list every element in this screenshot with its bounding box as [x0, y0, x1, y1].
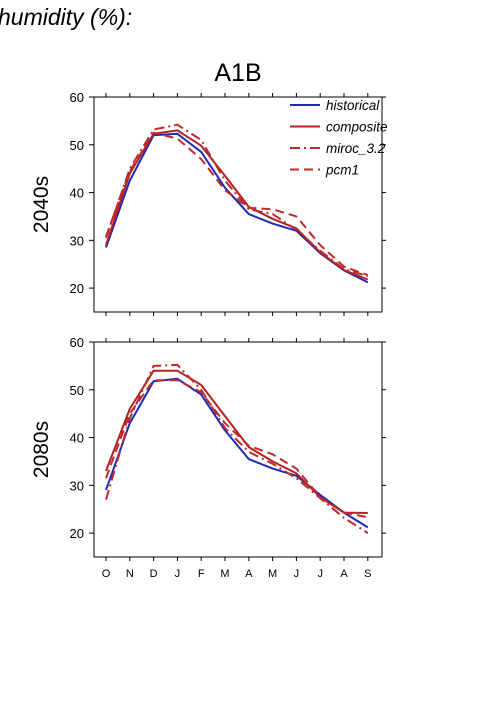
x-tick-label: D — [150, 568, 158, 580]
series-line-composite — [105, 369, 368, 514]
y-tick-label: 60 — [70, 90, 84, 105]
legend-label: composite — [326, 120, 388, 135]
x-tick-label: M — [220, 568, 229, 580]
series-line-pcm1 — [105, 379, 368, 519]
panel-2080s: 20 30 40 50 60 O N D J F M A M J J A S 2080s — [30, 335, 386, 580]
x-tick-label: F — [198, 568, 205, 580]
y-tick-label: 30 — [70, 233, 84, 248]
y-tick-label: 60 — [70, 335, 84, 350]
panel-2040s: 20 30 40 50 60 2040s historical composite miroc_… — [30, 90, 388, 316]
y-tick-label: 40 — [70, 431, 84, 446]
series-line-miroc_3.2 — [105, 123, 369, 278]
row-label: 2040s — [30, 176, 53, 233]
y-tick-label: 50 — [70, 138, 84, 153]
x-tick-label: S — [364, 568, 371, 580]
series-line-miroc_3.2 — [105, 363, 369, 534]
series-line-historical — [105, 132, 369, 284]
chart-heading: humidity (%): — [0, 4, 133, 30]
x-tick-label: O — [102, 568, 111, 580]
x-tick-label: A — [340, 568, 348, 580]
x-tick-label: J — [317, 568, 323, 580]
y-tick-label: 40 — [70, 186, 84, 201]
plot-frame — [93, 341, 383, 558]
legend-label: miroc_3.2 — [326, 141, 386, 156]
x-tick-label: J — [294, 568, 300, 580]
x-tick-label: N — [126, 568, 134, 580]
plot-frame — [93, 96, 383, 313]
chart-title: A1B — [214, 59, 261, 87]
legend-label: pcm1 — [325, 163, 359, 178]
x-tick-label: A — [245, 568, 253, 580]
y-tick-label: 20 — [70, 526, 84, 541]
y-tick-label: 50 — [70, 383, 84, 398]
legend: historical composite miroc_3.2 pcm1 — [290, 98, 388, 178]
y-tick-label: 20 — [70, 281, 84, 296]
x-tick-label: J — [175, 568, 181, 580]
series-line-pcm1 — [105, 131, 369, 277]
x-tick-label: M — [268, 568, 277, 580]
y-tick-label: 30 — [70, 478, 84, 493]
legend-label: historical — [326, 98, 380, 113]
row-label: 2080s — [30, 421, 53, 478]
series-line-historical — [105, 377, 369, 529]
